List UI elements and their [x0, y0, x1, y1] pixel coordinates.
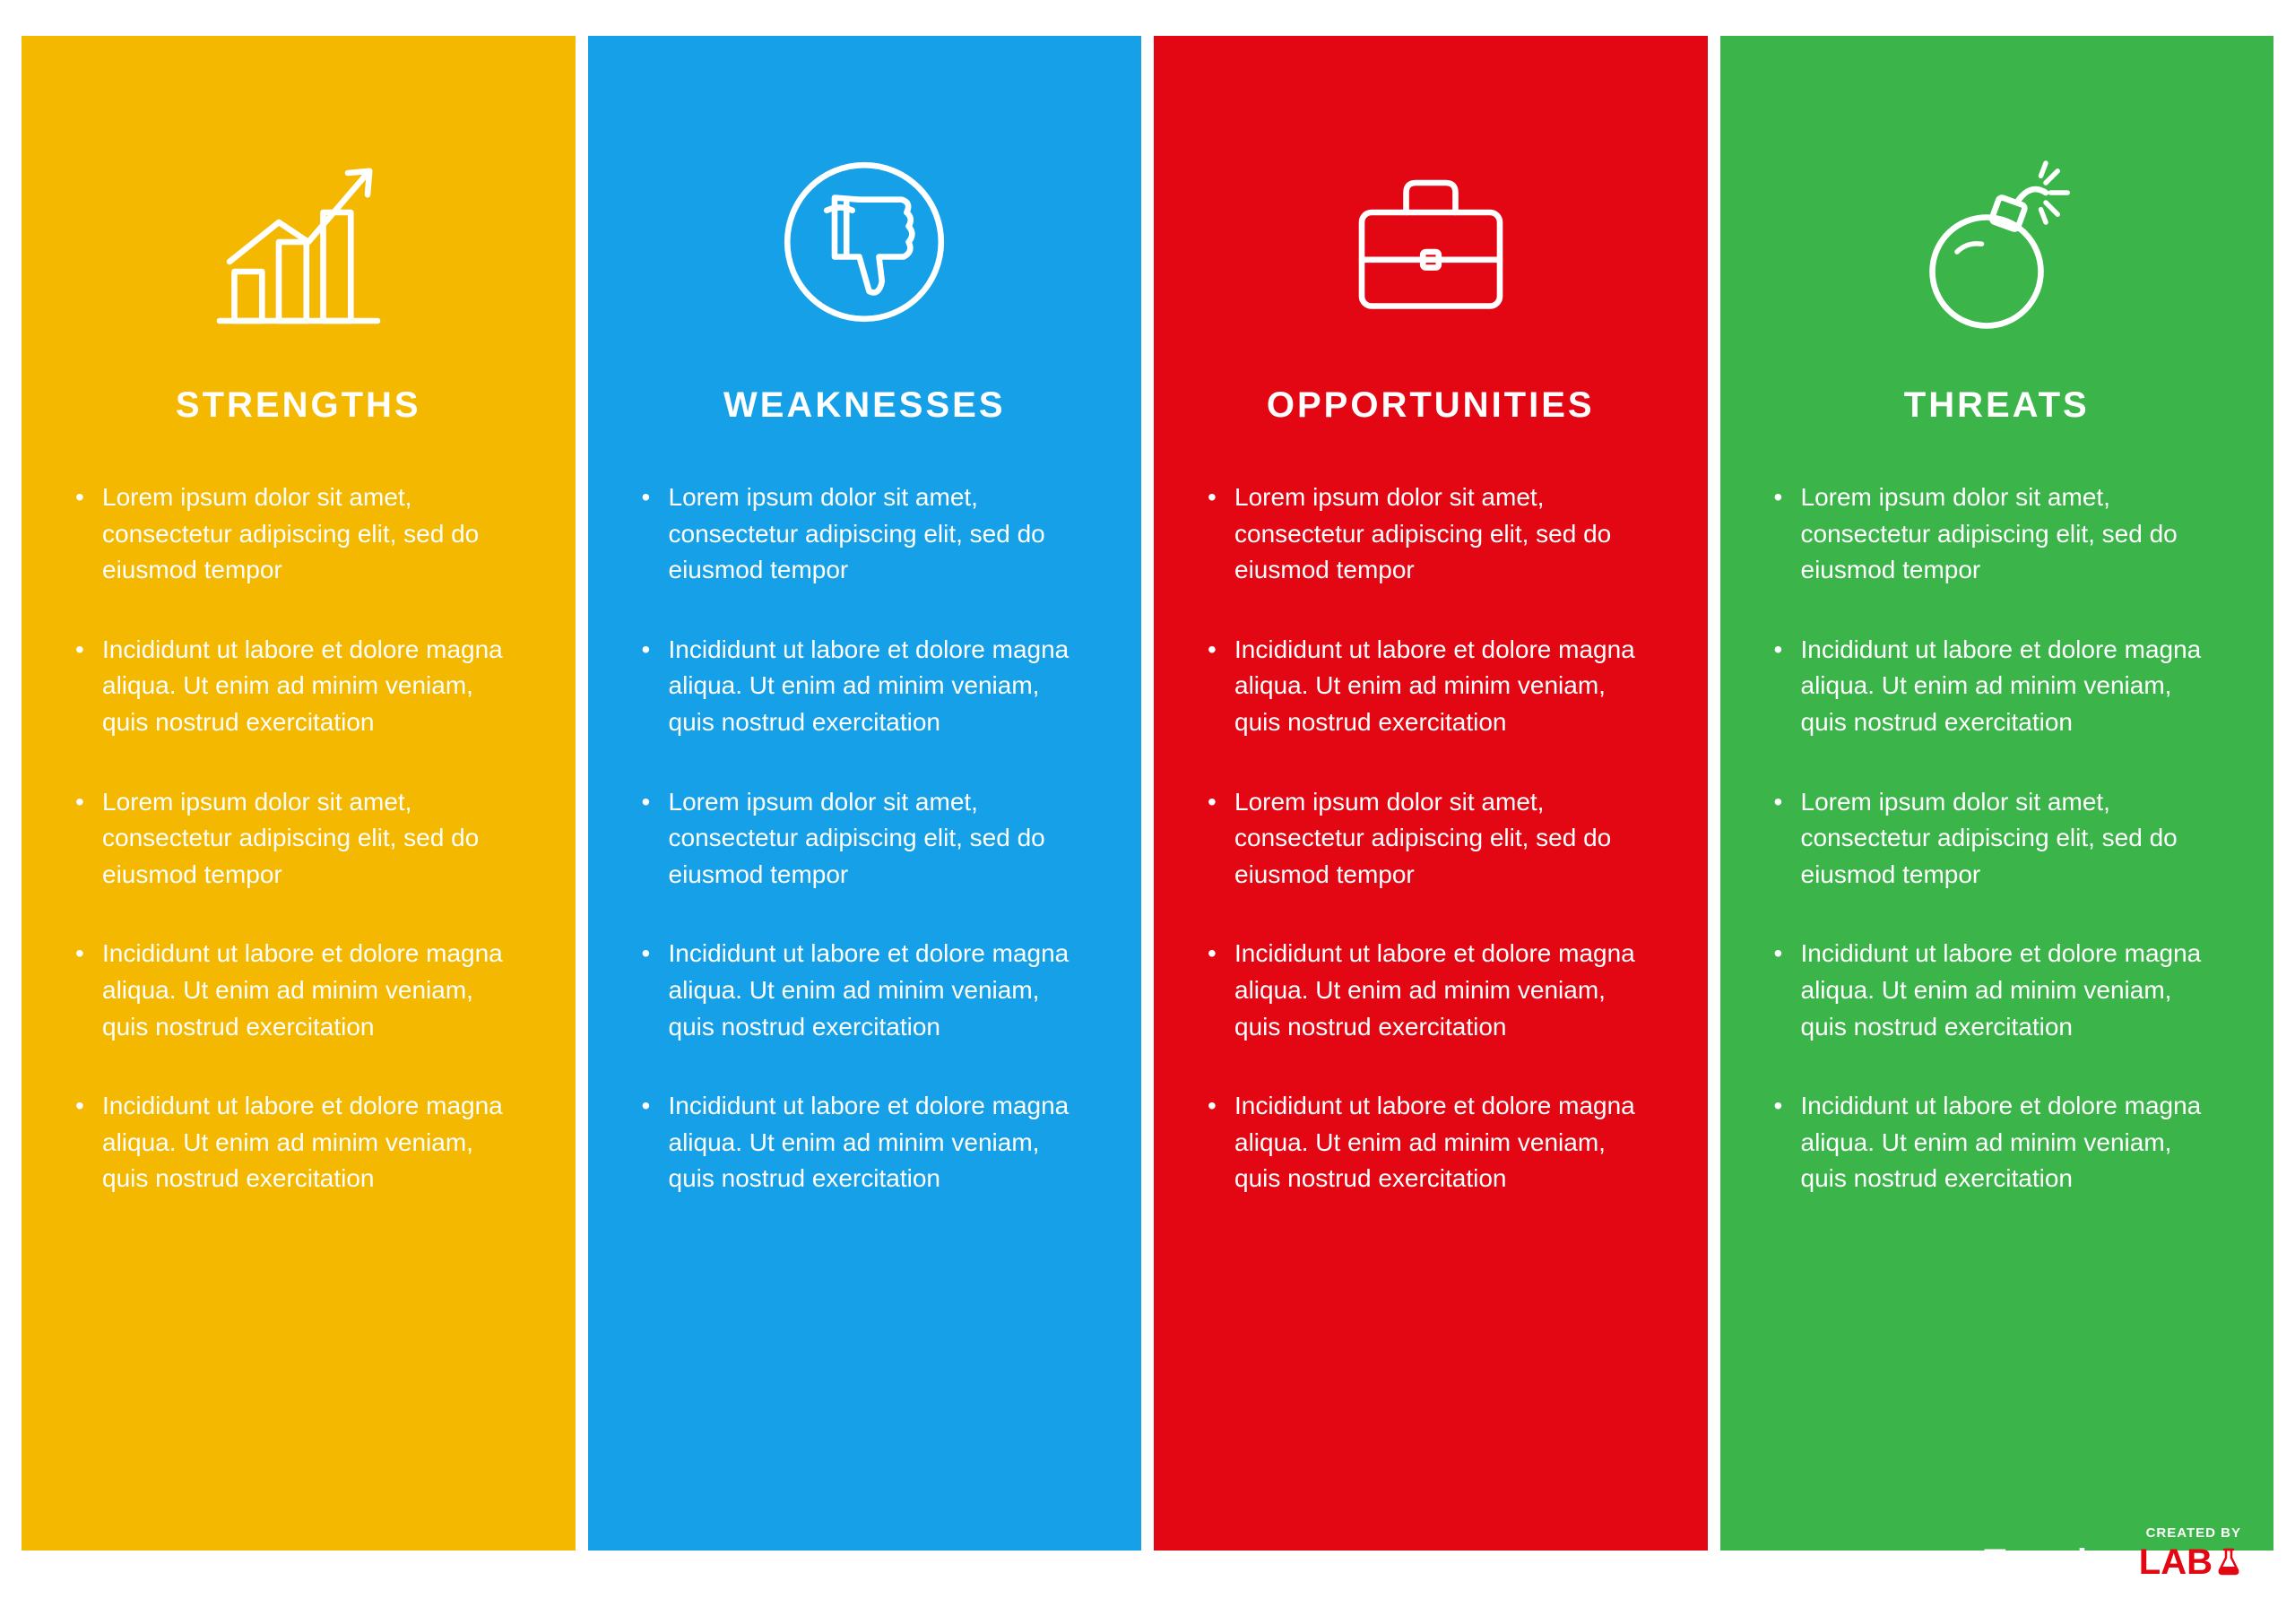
- brand-name: TemplateLAB: [1984, 1542, 2241, 1582]
- flask-icon: [2216, 1544, 2241, 1585]
- column-title: THREATS: [1904, 385, 2090, 426]
- bullet-list: Lorem ipsum dolor sit amet, consectetur …: [1208, 479, 1654, 1240]
- footer-logo: CREATED BY TemplateLAB: [1984, 1525, 2241, 1585]
- bullet-list: Lorem ipsum dolor sit amet, consectetur …: [1774, 479, 2221, 1240]
- column-strengths: STRENGTHS Lorem ipsum dolor sit amet, co…: [22, 36, 576, 1551]
- list-item: Incididunt ut labore et dolore magna ali…: [1208, 936, 1654, 1045]
- list-item: Lorem ipsum dolor sit amet, consectetur …: [1208, 784, 1654, 894]
- growth-chart-icon: [200, 125, 397, 358]
- bullet-list: Lorem ipsum dolor sit amet, consectetur …: [75, 479, 522, 1240]
- list-item: Incididunt ut labore et dolore magna ali…: [1774, 936, 2221, 1045]
- swot-columns: STRENGTHS Lorem ipsum dolor sit amet, co…: [22, 36, 2273, 1551]
- created-by-label: CREATED BY: [1984, 1525, 2241, 1541]
- column-opportunities: OPPORTUNITIES Lorem ipsum dolor sit amet…: [1154, 36, 1708, 1551]
- list-item: Incididunt ut labore et dolore magna ali…: [1774, 632, 2221, 741]
- column-title: STRENGTHS: [176, 385, 421, 426]
- list-item: Incididunt ut labore et dolore magna ali…: [642, 632, 1088, 741]
- list-item: Incididunt ut labore et dolore magna ali…: [1208, 1088, 1654, 1197]
- list-item: Incididunt ut labore et dolore magna ali…: [642, 1088, 1088, 1197]
- list-item: Lorem ipsum dolor sit amet, consectetur …: [1774, 784, 2221, 894]
- list-item: Lorem ipsum dolor sit amet, consectetur …: [75, 479, 522, 589]
- column-weaknesses: WEAKNESSES Lorem ipsum dolor sit amet, c…: [588, 36, 1142, 1551]
- list-item: Incididunt ut labore et dolore magna ali…: [642, 936, 1088, 1045]
- list-item: Lorem ipsum dolor sit amet, consectetur …: [75, 784, 522, 894]
- column-title: OPPORTUNITIES: [1267, 385, 1595, 426]
- column-title: WEAKNESSES: [723, 385, 1006, 426]
- column-threats: THREATS Lorem ipsum dolor sit amet, cons…: [1720, 36, 2274, 1551]
- brand-part2: LAB: [2139, 1542, 2213, 1582]
- bullet-list: Lorem ipsum dolor sit amet, consectetur …: [642, 479, 1088, 1240]
- brand-part1: Template: [1984, 1542, 2139, 1582]
- list-item: Lorem ipsum dolor sit amet, consectetur …: [642, 479, 1088, 589]
- thumbs-down-icon: [766, 125, 963, 358]
- list-item: Lorem ipsum dolor sit amet, consectetur …: [1774, 479, 2221, 589]
- list-item: Incididunt ut labore et dolore magna ali…: [1208, 632, 1654, 741]
- list-item: Incididunt ut labore et dolore magna ali…: [75, 1088, 522, 1197]
- briefcase-icon: [1332, 125, 1529, 358]
- list-item: Incididunt ut labore et dolore magna ali…: [75, 632, 522, 741]
- bomb-icon: [1898, 125, 2095, 358]
- list-item: Incididunt ut labore et dolore magna ali…: [75, 936, 522, 1045]
- swot-canvas: STRENGTHS Lorem ipsum dolor sit amet, co…: [0, 0, 2295, 1624]
- list-item: Lorem ipsum dolor sit amet, consectetur …: [1208, 479, 1654, 589]
- list-item: Incididunt ut labore et dolore magna ali…: [1774, 1088, 2221, 1197]
- list-item: Lorem ipsum dolor sit amet, consectetur …: [642, 784, 1088, 894]
